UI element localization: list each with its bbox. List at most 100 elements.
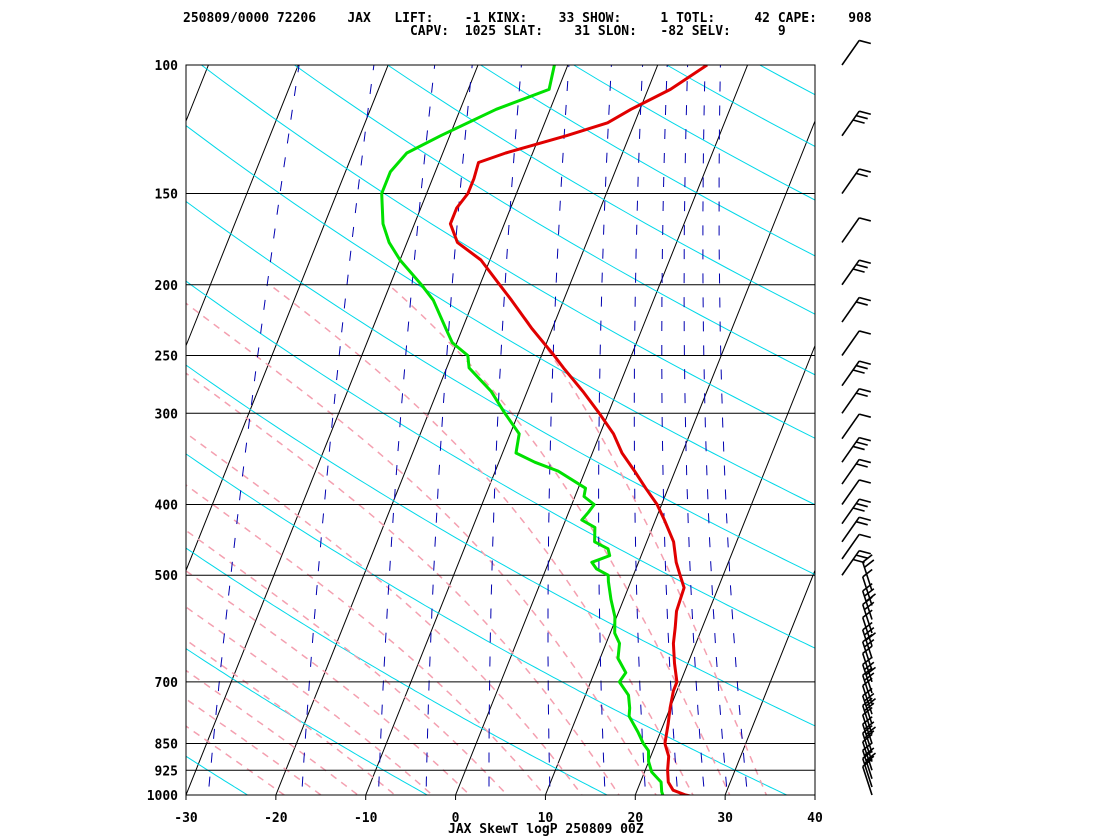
wind-barb-flag	[855, 554, 868, 559]
wind-barb-flag	[859, 330, 872, 335]
wind-barb	[841, 168, 860, 195]
wind-barb	[841, 217, 860, 243]
wind-barb-flag	[855, 463, 868, 468]
mixing-ratio-line	[488, 65, 522, 795]
wind-barb-flag	[859, 479, 872, 484]
wind-barb-flag	[862, 609, 873, 619]
wind-barb-flag	[859, 217, 872, 222]
wind-barb-flag	[852, 119, 865, 124]
isotherm-line	[186, 65, 299, 348]
dry-adiabat-line	[186, 648, 429, 795]
wind-barb	[841, 360, 860, 387]
wind-barb-flag	[863, 627, 875, 636]
temperature-axis: -30 -20 -10 0 10 20 30 40	[174, 795, 823, 826]
dry-adiabat-line	[666, 65, 815, 148]
temperature-tick-label: 40	[807, 811, 823, 826]
wind-barb-flag	[855, 392, 868, 398]
wind-barb	[861, 741, 873, 771]
pressure-tick-label: 500	[155, 569, 179, 584]
pressure-tick-label: 1000	[147, 789, 178, 804]
isotherm-line	[544, 119, 815, 795]
station-header-line-1: 250809/0000 72206 JAX LIFT: -1 KINX: 33 …	[183, 11, 872, 26]
moist-adiabat-line	[186, 302, 657, 795]
moist-adiabat-line	[269, 284, 694, 795]
dry-adiabat-line	[186, 547, 609, 795]
wind-barb-flag	[859, 516, 872, 522]
wind-barb	[861, 576, 873, 606]
pressure-tick-label: 850	[155, 737, 179, 752]
wind-barb-flag	[863, 638, 875, 648]
wind-barb-flag	[855, 172, 868, 178]
pressure-tick-label: 250	[155, 349, 179, 364]
wind-barb	[861, 617, 873, 647]
moist-adiabat-line	[388, 284, 731, 795]
isotherm-line	[186, 65, 479, 795]
moist-adiabat-line	[186, 569, 471, 795]
wind-barb	[861, 714, 873, 744]
wind-barb-flag	[865, 593, 877, 602]
diagram-background-lines	[0, 65, 1120, 811]
wind-barb-flag	[862, 667, 873, 676]
wind-barb-flag	[859, 360, 872, 366]
mixing-ratio-line	[661, 65, 679, 795]
wind-barb-flag	[852, 445, 865, 451]
wind-barb-flag	[862, 656, 873, 666]
temperature-tick-label: -10	[354, 811, 378, 826]
dry-adiabat-line	[201, 65, 815, 439]
wind-barb-flag	[865, 666, 877, 676]
temperature-tick-label: 30	[717, 811, 733, 826]
wind-barb-flag	[852, 369, 865, 374]
mixing-ratio-line	[377, 65, 436, 795]
wind-barb	[841, 110, 860, 137]
moist-adiabat-line	[186, 529, 509, 795]
isotherm-line	[0, 65, 119, 795]
wind-barb-flag	[855, 502, 868, 508]
dry-adiabat-line	[186, 280, 815, 649]
isotherm-line	[186, 65, 389, 572]
wind-barb-flag	[859, 533, 872, 539]
dry-adiabat-line	[480, 65, 815, 257]
wind-barb-flag	[855, 520, 868, 526]
isotherm-line	[724, 569, 815, 795]
wind-barb-flag	[859, 296, 872, 302]
wind-barb	[841, 533, 860, 560]
mixing-ratio-line	[633, 65, 647, 795]
dry-adiabat-line	[853, 65, 1120, 811]
dry-adiabat-line	[186, 453, 788, 795]
wind-barb	[841, 330, 860, 356]
pressure-tick-label: 700	[155, 676, 179, 691]
mixing-ratio-line	[598, 65, 612, 795]
pressure-tick-label: 200	[155, 279, 179, 294]
isotherm-line	[275, 65, 569, 795]
mixing-ratio-line	[301, 65, 375, 795]
wind-barb	[841, 413, 860, 440]
isotherm-line	[455, 65, 749, 795]
wind-barb-flag	[859, 458, 872, 464]
temperature-tick-label: 10	[538, 811, 554, 826]
mixing-ratio-line	[207, 65, 300, 795]
wind-barb-flag	[859, 168, 872, 173]
wind-barb-flag	[855, 364, 868, 370]
wind-barb-flag	[859, 387, 872, 393]
wind-barb-flag	[863, 672, 875, 682]
pressure-tick-label: 400	[155, 499, 179, 514]
isotherm-line	[634, 344, 815, 795]
temperature-tick-label: 20	[627, 811, 643, 826]
mixing-ratio-line	[702, 65, 728, 795]
dry-adiabat-line	[387, 65, 815, 315]
temperature-tick-label: 0	[452, 811, 460, 826]
wind-barb	[861, 685, 873, 715]
temperature-tick-label: -30	[174, 811, 198, 826]
wind-barb	[841, 39, 860, 66]
wind-barb-flag	[859, 549, 872, 555]
mixing-ratio-line	[425, 65, 473, 795]
wind-barbs	[841, 39, 877, 796]
wind-barb-flag	[859, 110, 872, 116]
pressure-tick-label: 100	[155, 59, 179, 74]
moist-adiabat-line	[186, 432, 583, 795]
dry-adiabat-line	[294, 65, 815, 376]
temperature-profile	[448, 65, 708, 795]
wind-barb-flag	[862, 645, 873, 655]
wind-barb	[841, 297, 860, 323]
